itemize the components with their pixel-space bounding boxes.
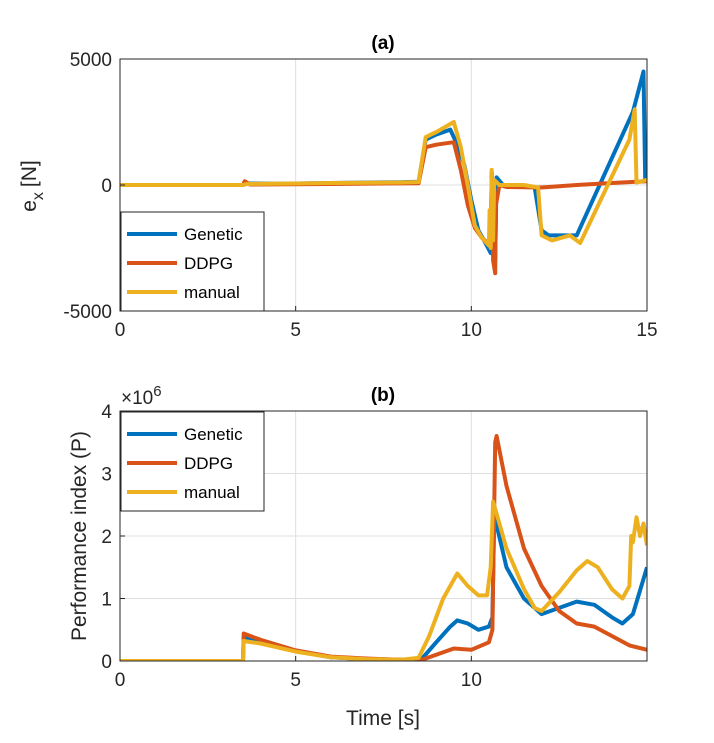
x-tick-label: 0 <box>115 670 126 691</box>
y-tick-label: 0 <box>101 176 112 197</box>
y-tick-label: 2 <box>101 527 112 548</box>
chart-b-title: (b) <box>371 385 395 406</box>
legend-label-ddpg: DDPG <box>184 454 233 473</box>
x-tick-label: 15 <box>636 320 657 341</box>
legend-label-manual: manual <box>184 483 240 502</box>
legend-label-genetic: Genetic <box>184 425 243 444</box>
chart-a-legend: Genetic DDPG manual <box>120 211 265 312</box>
y-tick-label: 1 <box>101 590 112 611</box>
x-tick-label: 0 <box>115 320 126 341</box>
chart-b: (b) ×106 0 5 10 0 1 2 3 4 Performance index (P)… <box>68 383 648 730</box>
legend-label-genetic: Genetic <box>184 225 243 244</box>
y-tick-label: -5000 <box>63 302 112 323</box>
y-tick-label: 3 <box>101 465 112 486</box>
x-tick-label: 5 <box>290 320 301 341</box>
x-tick-label: 10 <box>461 320 482 341</box>
chart-a-ylabel: ex[N] <box>18 160 47 212</box>
y-tick-label: 5000 <box>70 50 112 71</box>
chart-b-xlabel: Time [s] <box>346 707 420 730</box>
x-tick-label: 5 <box>290 670 301 691</box>
chart-b-lines <box>120 434 647 661</box>
y-tick-label: 0 <box>101 652 112 673</box>
series-line-genetic <box>120 515 647 661</box>
series-line-manual <box>120 107 647 250</box>
chart-a-title: (a) <box>371 33 394 54</box>
chart-b-ticks: 0 5 10 0 1 2 3 4 <box>101 402 481 691</box>
x-tick-label: 10 <box>461 670 482 691</box>
chart-a-lines <box>120 69 647 276</box>
chart-b-legend: Genetic DDPG manual <box>120 411 265 512</box>
legend-label-ddpg: DDPG <box>184 254 233 273</box>
series-line-manual <box>120 499 647 661</box>
legend-label-manual: manual <box>184 283 240 302</box>
y-tick-label: 4 <box>101 402 112 423</box>
chart-b-ylabel: Performance index (P) <box>68 431 91 641</box>
chart-b-multiplier: ×106 <box>121 383 162 409</box>
